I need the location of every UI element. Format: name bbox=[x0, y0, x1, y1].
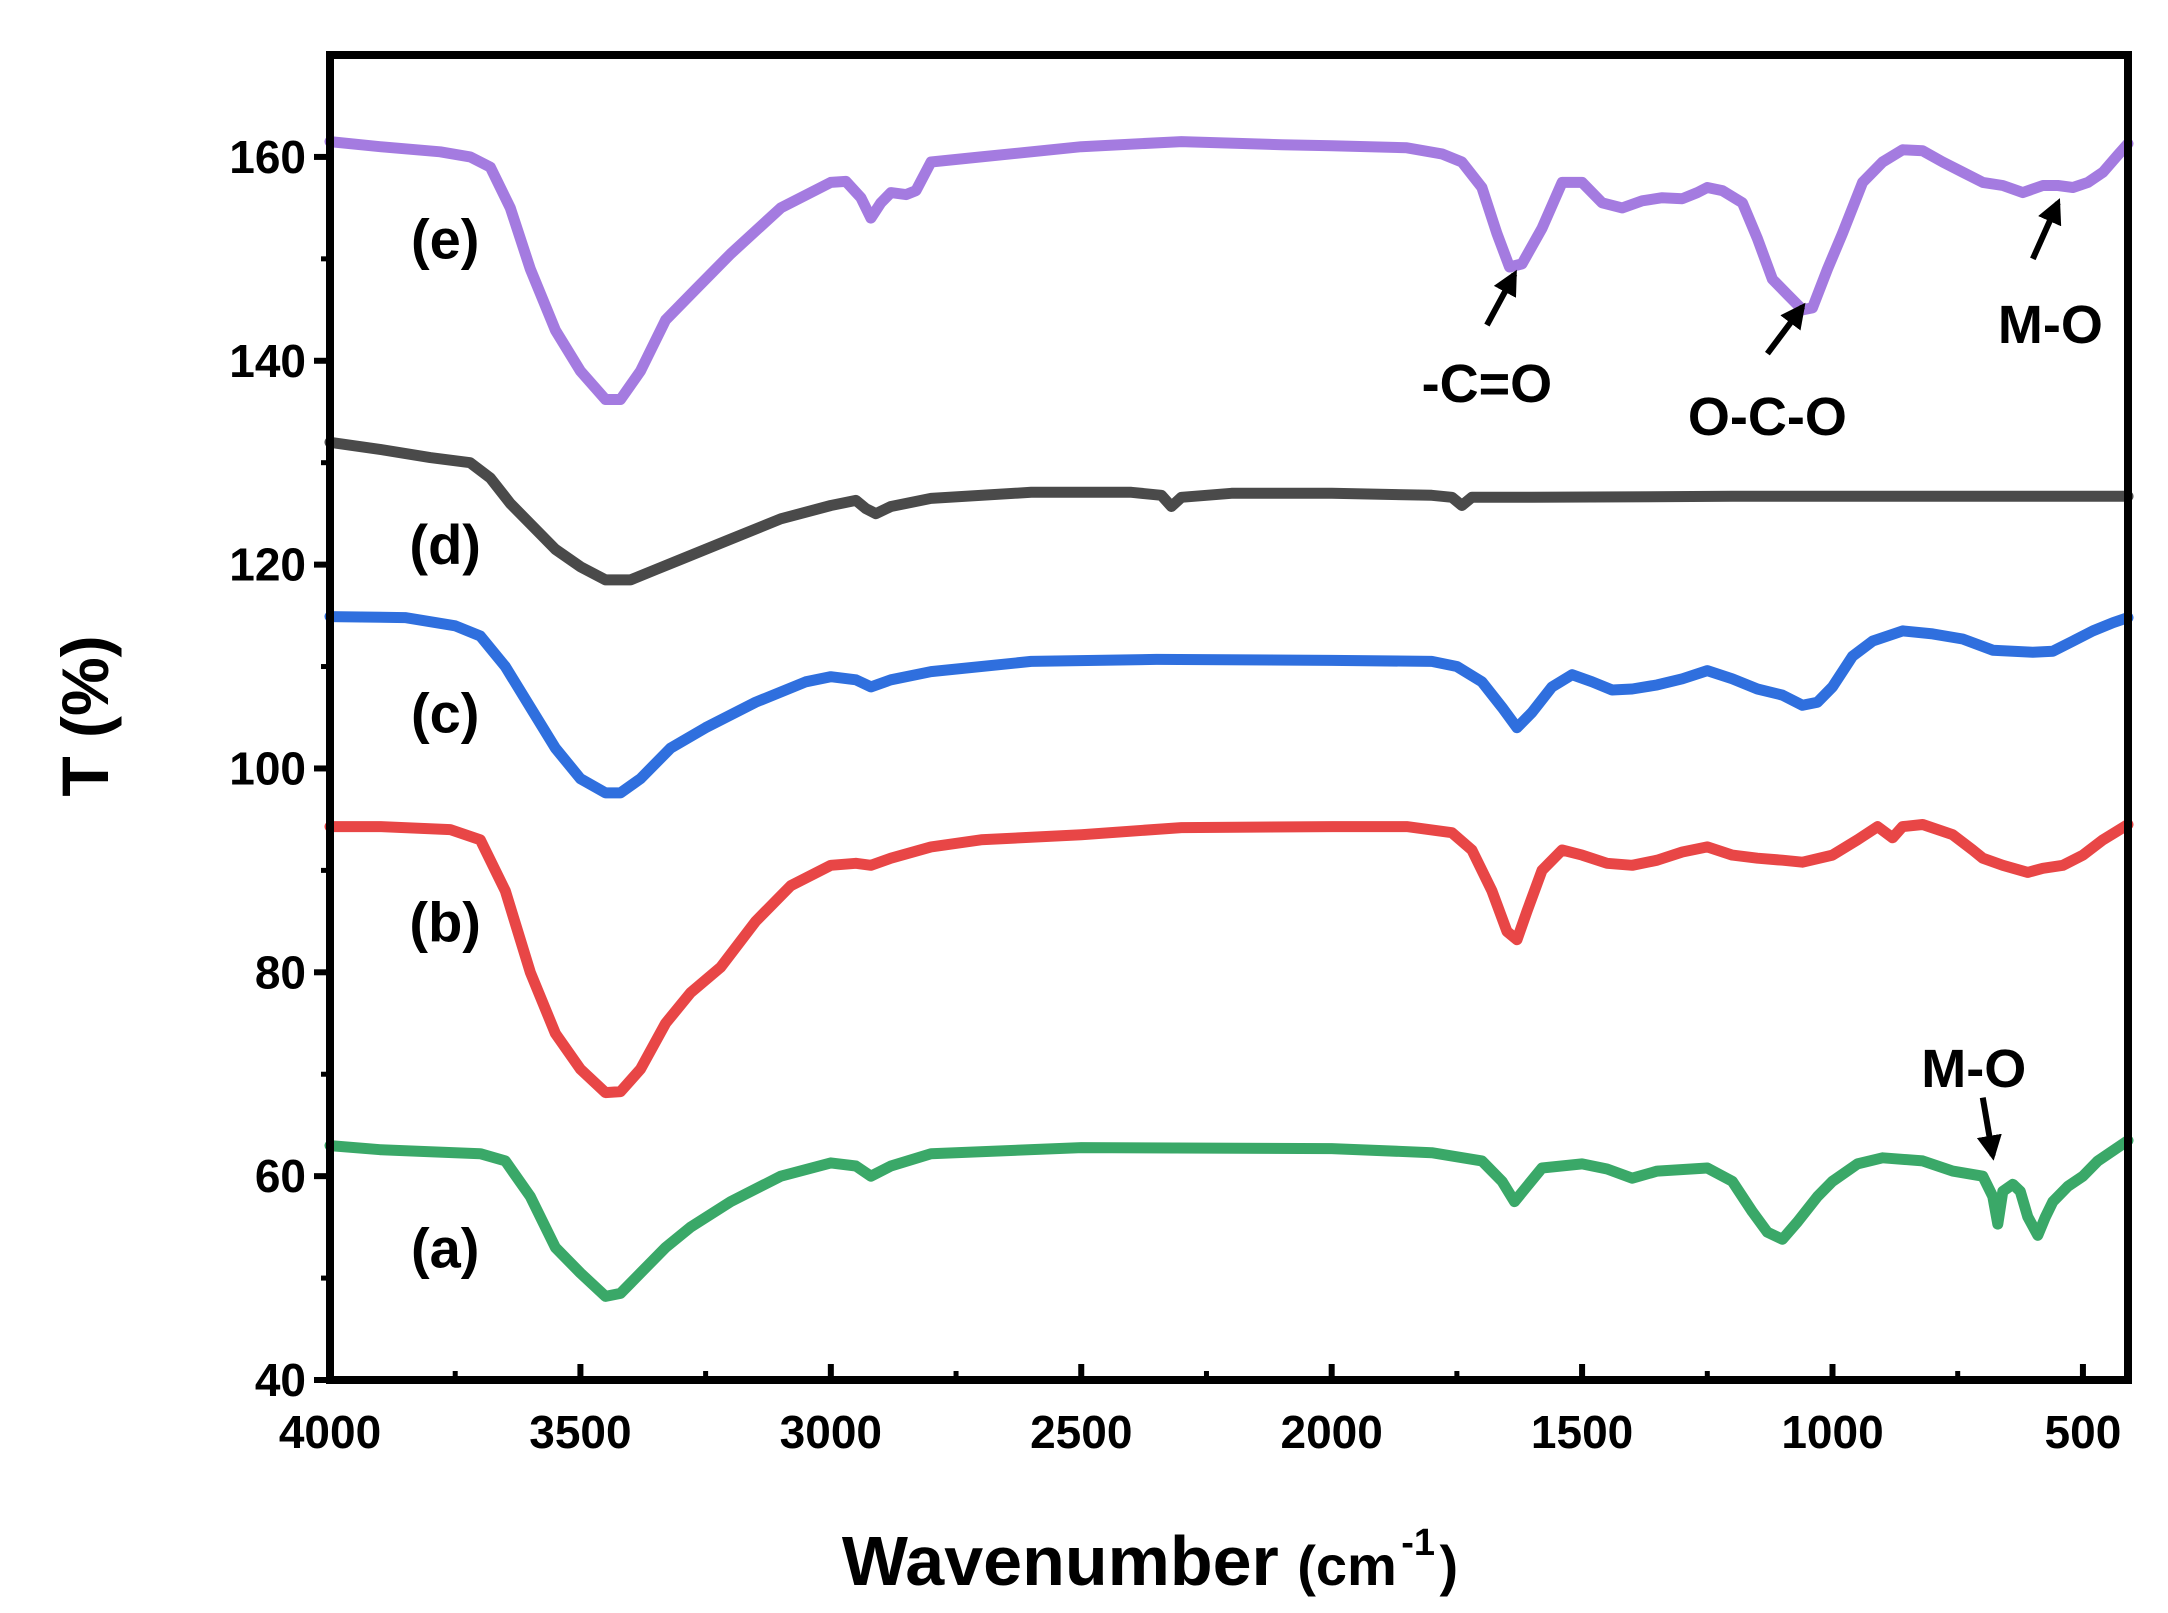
series-label-d: (d) bbox=[409, 513, 481, 576]
x-tick-label: 2500 bbox=[1030, 1406, 1132, 1458]
x-axis-title: Wavenumber (cm -1 ) bbox=[842, 1522, 1458, 1600]
y-tick-label: 40 bbox=[255, 1354, 306, 1406]
x-tick-label: 3000 bbox=[780, 1406, 882, 1458]
y-tick-label: 140 bbox=[229, 335, 306, 387]
x-tick-label: 4000 bbox=[279, 1406, 381, 1458]
series-line-e bbox=[324, 136, 2134, 405]
x-tick-label: 3500 bbox=[529, 1406, 631, 1458]
y-tick-label: 60 bbox=[255, 1150, 306, 1202]
y-tick-label: 120 bbox=[229, 539, 306, 591]
ticks-layer bbox=[314, 153, 2086, 1383]
series-line-a bbox=[324, 1135, 2134, 1302]
y-tick-label: 160 bbox=[229, 131, 306, 183]
series-label-c: (c) bbox=[411, 681, 479, 744]
annotation-label: O-C-O bbox=[1688, 387, 1847, 447]
x-tick-label: 2000 bbox=[1280, 1406, 1382, 1458]
plot-frame bbox=[326, 51, 2132, 1384]
annotation-label: M-O bbox=[1998, 295, 2103, 355]
series-line-b bbox=[324, 819, 2134, 1099]
annotation-arrow bbox=[1976, 1097, 2002, 1161]
x-axis-title-unit: (cm bbox=[1297, 1534, 1397, 1597]
annotations-layer: -C=O O-C-O M-O M-O bbox=[1422, 198, 2103, 1161]
x-axis-title-main: Wavenumber bbox=[842, 1522, 1279, 1600]
series-label-b: (b) bbox=[409, 890, 481, 953]
x-axis-title-unit-close: ) bbox=[1440, 1534, 1459, 1597]
series-label-e: (e) bbox=[411, 207, 479, 270]
series-label-a: (a) bbox=[411, 1217, 479, 1280]
annotation-arrow bbox=[1764, 302, 1806, 356]
annotation-label: M-O bbox=[1921, 1039, 2026, 1099]
series-line-d bbox=[324, 436, 2134, 586]
y-tick-label: 100 bbox=[229, 742, 306, 794]
labels-layer: 4000 3500 3000 2500 2000 1500 1000 500 40 60 80 100… bbox=[229, 131, 2121, 1458]
y-tick-label: 80 bbox=[255, 946, 306, 998]
x-tick-label: 1000 bbox=[1781, 1406, 1883, 1458]
x-tick-label: 500 bbox=[2045, 1406, 2122, 1458]
x-axis-title-unit-superscript: -1 bbox=[1401, 1522, 1435, 1564]
annotation-label: -C=O bbox=[1422, 354, 1553, 414]
series-layer bbox=[324, 136, 2134, 1302]
x-tick-label: 1500 bbox=[1531, 1406, 1633, 1458]
y-axis-title: T (%) bbox=[48, 635, 122, 796]
series-line-c bbox=[324, 611, 2134, 799]
annotation-arrow bbox=[1484, 269, 1518, 327]
annotation-arrow bbox=[2030, 198, 2062, 261]
